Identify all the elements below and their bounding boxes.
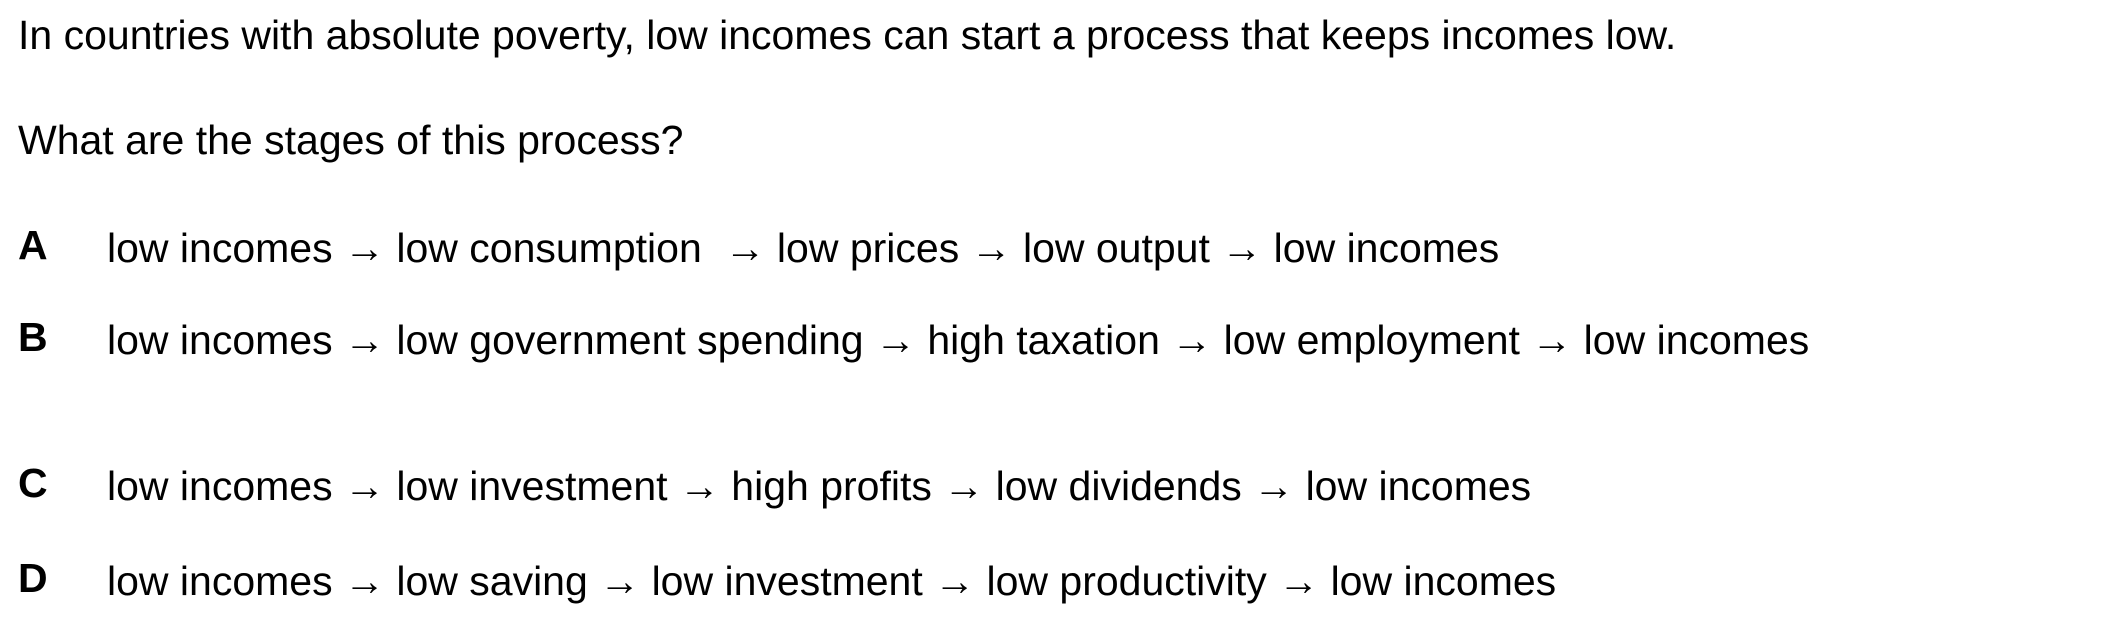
question-prompt: What are the stages of this process?	[18, 117, 684, 163]
option-letter-a: A	[18, 222, 48, 268]
option-text-c: low incomes → low investment → high prof…	[107, 463, 1532, 509]
question-stem: In countries with absolute poverty, low …	[18, 12, 1677, 58]
option-text-b: low incomes → low government spending → …	[107, 317, 1810, 363]
option-letter-b: B	[18, 314, 48, 360]
option-letter-d: D	[18, 555, 48, 601]
option-text-a: low incomes → low consumption → low pric…	[107, 225, 1500, 271]
option-letter-c: C	[18, 460, 48, 506]
option-text-d: low incomes → low saving → low investmen…	[107, 558, 1557, 604]
